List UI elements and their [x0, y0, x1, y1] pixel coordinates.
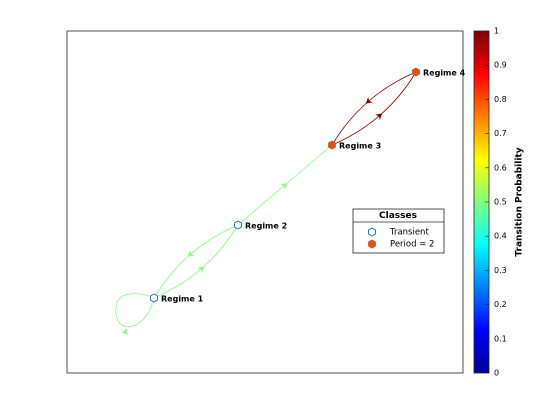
- edge-arrow: [197, 266, 205, 273]
- node: [328, 140, 336, 150]
- edge-arrow: [280, 183, 288, 190]
- edge: [115, 293, 155, 335]
- legend: Classes Transient Period = 2: [352, 208, 445, 254]
- node: [150, 293, 158, 303]
- edge: [331, 71, 417, 146]
- edge: [237, 144, 333, 226]
- node-label: Regime 2: [245, 222, 287, 231]
- colorbar-tick-label: 0.7: [494, 129, 507, 138]
- colorbar-tick-label: 1: [494, 27, 499, 36]
- legend-title: Classes: [379, 211, 417, 221]
- colorbar-tick-label: 0.8: [494, 95, 507, 104]
- colorbar-tick-label: 0.4: [494, 232, 507, 241]
- node: [412, 67, 420, 77]
- edge: [153, 224, 239, 299]
- colorbar-tick-label: 0.3: [494, 266, 507, 275]
- colorbar-tick-label: 0.2: [494, 300, 507, 309]
- node: [234, 220, 242, 230]
- edge-arrow: [187, 250, 195, 257]
- legend-label: Period = 2: [390, 240, 434, 250]
- colorbar-tick-label: 0.6: [494, 163, 507, 172]
- legend-marker: [368, 239, 376, 249]
- colorbar-tick-label: 0.1: [494, 334, 507, 343]
- edges: [115, 71, 417, 335]
- node-label: Regime 4: [423, 69, 466, 78]
- node-label: Regime 3: [339, 142, 381, 151]
- colorbar-tick-label: 0.9: [494, 61, 507, 70]
- edge-arrow: [365, 97, 373, 104]
- edge: [153, 224, 239, 299]
- legend-marker: [368, 227, 376, 237]
- colorbar-tick-label: 0: [494, 369, 499, 378]
- colorbar-label: Transition Probability: [515, 147, 525, 256]
- edge-arrow: [375, 113, 383, 120]
- edge-path: [115, 293, 155, 327]
- edge: [331, 71, 417, 146]
- colorbar-tick-label: 0.5: [494, 198, 507, 207]
- edge-arrow: [122, 328, 129, 335]
- legend-label: Transient: [389, 228, 429, 238]
- node-label: Regime 1: [161, 295, 204, 304]
